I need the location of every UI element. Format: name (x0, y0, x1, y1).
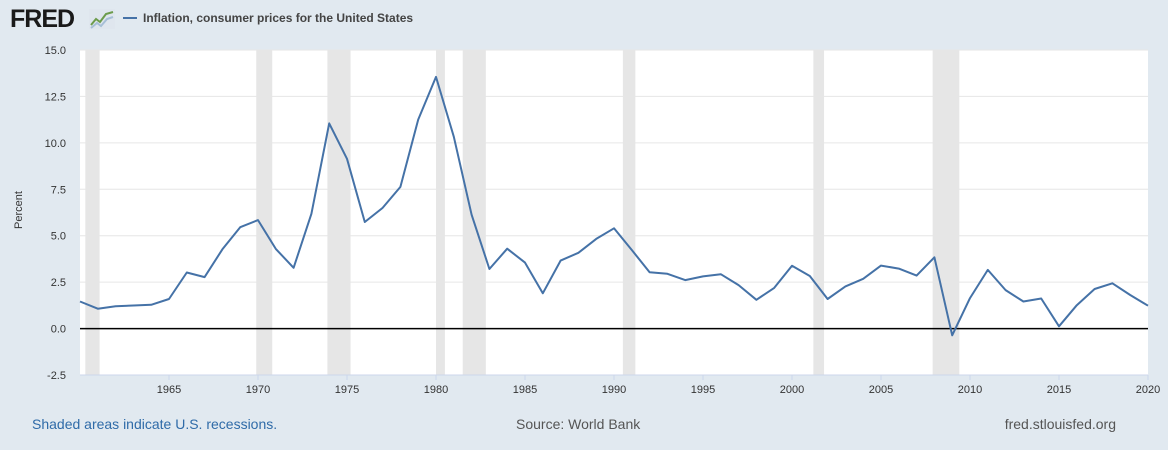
header: FRED Inflation, consumer prices for the … (0, 0, 1168, 40)
x-axis-ticks: 1965 1970 1975 1980 1985 1990 1995 2000 2005 2010… (80, 374, 1160, 396)
y-tick-label: 5.0 (51, 231, 66, 243)
x-tick-label: 1975 (335, 384, 359, 396)
x-tick-label: 1965 (157, 384, 181, 396)
recession-note: Shaded areas indicate U.S. recessions. (32, 416, 278, 432)
recession-band (85, 50, 100, 375)
x-tick-label: 2000 (780, 384, 804, 396)
x-tick-label: 1985 (513, 384, 537, 396)
recession-band (813, 50, 825, 375)
recession-band (462, 50, 486, 375)
y-axis-ticks: -2.5 0.0 2.5 5.0 7.5 10.0 12.5 15.0 (45, 45, 66, 382)
y-tick-label: 10.0 (45, 138, 66, 150)
y-axis-label: Percent (13, 191, 25, 229)
recession-band (327, 50, 351, 375)
y-tick-label: -2.5 (47, 370, 66, 382)
x-tick-label: 2015 (1047, 384, 1071, 396)
recession-band (622, 50, 636, 375)
plot-background (80, 50, 1148, 375)
y-tick-label: 15.0 (45, 45, 66, 57)
y-tick-label: 7.5 (51, 184, 66, 196)
series-line-inflation[interactable] (79, 75, 1149, 337)
legend-label: Inflation, consumer prices for the Unite… (143, 11, 414, 25)
x-tick-label: 1995 (691, 384, 715, 396)
y-tick-label: 0.0 (51, 324, 66, 336)
recession-band (932, 50, 960, 375)
y-tick-label: 2.5 (51, 277, 66, 289)
x-tick-label: 2010 (958, 384, 982, 396)
source-text: Source: World Bank (516, 416, 641, 432)
fred-logo[interactable]: FRED (10, 5, 75, 33)
x-tick-label: 2005 (869, 384, 893, 396)
recession-band (436, 50, 445, 375)
chart: -2.5 0.0 2.5 5.0 7.5 10.0 12.5 15.0 1965 1970 197… (13, 45, 1160, 396)
site-link[interactable]: fred.stlouisfed.org (1004, 416, 1116, 432)
x-tick-label: 1980 (424, 384, 448, 396)
x-tick-label: 1970 (246, 384, 270, 396)
x-tick-label: 1990 (602, 384, 626, 396)
legend[interactable]: Inflation, consumer prices for the Unite… (123, 11, 413, 25)
y-tick-label: 12.5 (45, 91, 66, 103)
x-tick-label: 2020 (1136, 384, 1160, 396)
fred-chart-icon (89, 9, 115, 29)
recession-band (256, 50, 273, 375)
legend-swatch (123, 17, 137, 19)
